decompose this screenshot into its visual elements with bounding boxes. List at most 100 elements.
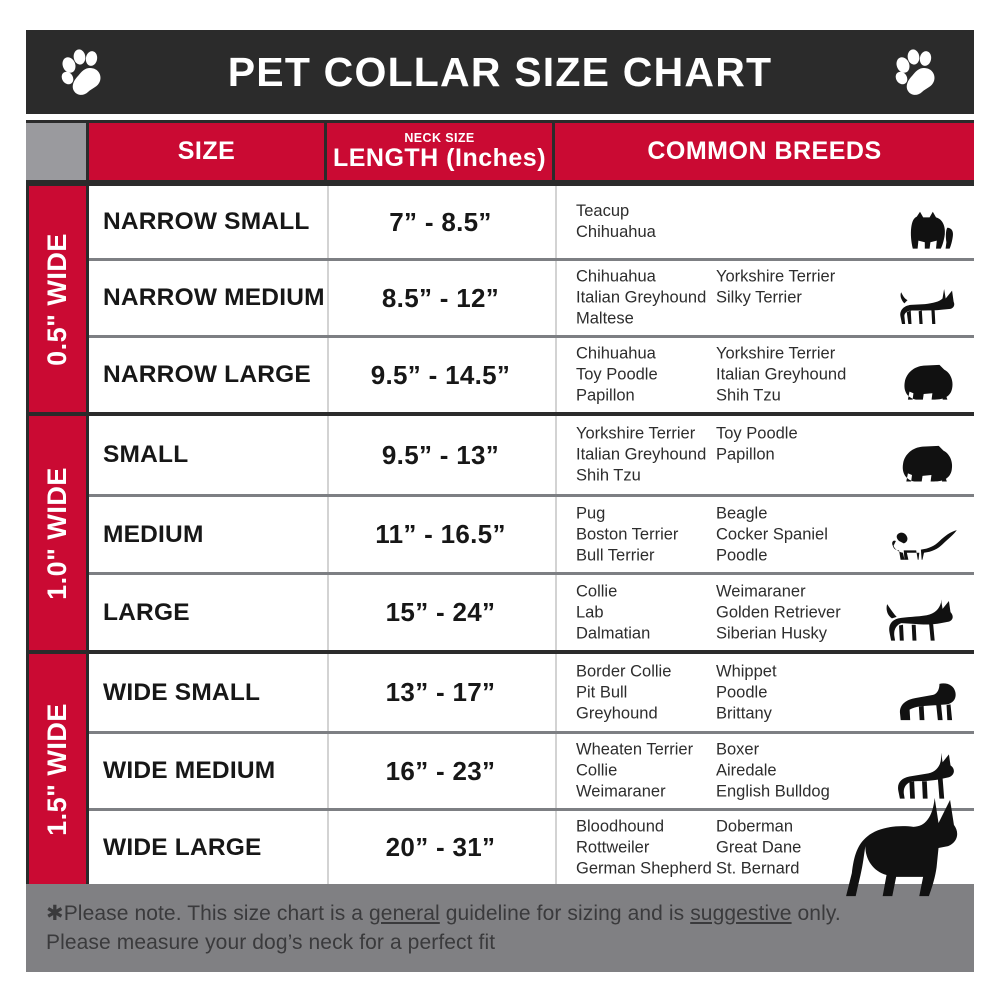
cell-size: WIDE MEDIUM (103, 757, 276, 784)
cell-length: 13” - 17” (327, 654, 552, 731)
breed-item: Yorkshire Terrier (716, 267, 836, 286)
breed-item: Airedale (716, 761, 777, 780)
group-standard: 1.0" WIDE SMALL 9.5” - 13” Yorkshire Ter… (26, 416, 974, 650)
table-row[interactable]: LARGE 15” - 24” Collie Lab Dalmatian Wei… (89, 572, 974, 650)
cell-length: 9.5” - 14.5” (327, 338, 552, 412)
breed-item: Bloodhound (576, 816, 665, 835)
header-label-size: SIZE (177, 137, 236, 166)
breed-item: Border Collie (576, 661, 672, 680)
breed-column-1: Wheaten Terrier Collie Weimaraner (576, 739, 716, 802)
cell-breeds: Yorkshire Terrier Italian Greyhound Shih… (555, 416, 974, 494)
cell-length: 16” - 23” (327, 734, 552, 808)
breed-column-1: Chihuahua Toy Poodle Papillon (576, 343, 716, 406)
breed-item: Bull Terrier (576, 546, 655, 565)
breed-column-2: Yorkshire Terrier Silky Terrier (716, 266, 835, 329)
header-cell-width (26, 123, 86, 180)
table-row[interactable]: NARROW LARGE 9.5” - 14.5” Chihuahua Toy … (89, 335, 974, 412)
cell-size: WIDE SMALL (103, 678, 261, 706)
cell-length: 9.5” - 13” (327, 416, 552, 494)
breed-item: Maltese (576, 309, 634, 328)
breed-item: Beagle (716, 503, 768, 522)
breed-item: Pit Bull (576, 682, 628, 701)
paw-print-icon (60, 48, 106, 96)
cell-breeds: Border Collie Pit Bull Greyhound Whippet… (555, 654, 974, 731)
breed-item: English Bulldog (716, 782, 830, 801)
footer-underline-general: general (369, 902, 440, 925)
breed-item: Whippet (716, 661, 777, 680)
footer-text-b: guideline for sizing and is (439, 902, 691, 925)
chart-header: PET COLLAR SIZE CHART (26, 30, 974, 114)
breed-column-1: Teacup Chihuahua (576, 201, 716, 243)
breed-item: Chihuahua (576, 344, 656, 363)
table-row[interactable]: NARROW SMALL 7” - 8.5” Teacup Chihuahua (89, 186, 974, 258)
breed-column-1: Chihuahua Italian Greyhound Maltese (576, 266, 716, 329)
breed-item: Cocker Spaniel (716, 524, 828, 543)
header-label-breeds: COMMON BREEDS (647, 137, 882, 166)
table-row[interactable]: WIDE MEDIUM 16” - 23” Wheaten Terrier Co… (89, 731, 974, 808)
breed-item: Great Dane (716, 837, 802, 856)
pomeranian-silhouette-icon (900, 360, 960, 406)
group-narrow: 0.5" WIDE NARROW SMALL 7” - 8.5” Teacup … (26, 186, 974, 412)
breed-column-1: Bloodhound Rottweiler German Shepherd (576, 816, 716, 879)
breed-item: German Shepherd (576, 859, 712, 878)
breed-item: Toy Poodle (576, 365, 658, 384)
yorkshire-terrier-silhouette-icon (904, 210, 960, 252)
breed-column-2: Doberman Great Dane St. Bernard (716, 816, 801, 879)
breed-item: Greyhound (576, 704, 658, 723)
table-row[interactable]: WIDE LARGE 20” - 31” Bloodhound Rottweil… (89, 808, 974, 884)
paw-print-icon (894, 48, 940, 96)
beagle-silhouette-icon (888, 527, 960, 566)
size-chart-table: SIZE NECK SIZE LENGTH (Inches) COMMON BR… (26, 120, 974, 884)
breed-item: Weimaraner (716, 581, 806, 600)
breed-item: Teacup (576, 201, 630, 220)
breed-column-2: Toy Poodle Papillon (716, 423, 798, 486)
breed-item: Chihuahua (576, 223, 656, 241)
cell-size: MEDIUM (103, 520, 204, 548)
breed-item: Poodle (716, 682, 768, 701)
doberman-silhouette-icon (838, 796, 962, 905)
breed-item: Italian Greyhound (576, 445, 707, 464)
breed-item: Lab (576, 602, 604, 621)
cell-breeds: Pug Boston Terrier Bull Terrier Beagle C… (555, 497, 974, 572)
cell-breeds: Teacup Chihuahua (555, 186, 974, 258)
group-width-label-standard: 1.0" WIDE (29, 416, 86, 650)
breed-item: Toy Poodle (716, 424, 798, 443)
header-cell-breeds: COMMON BREEDS (555, 123, 974, 180)
table-row[interactable]: NARROW MEDIUM 8.5” - 12” Chihuahua Itali… (89, 258, 974, 335)
cell-size: NARROW LARGE (103, 361, 311, 388)
breed-item: Yorkshire Terrier (576, 424, 696, 443)
breed-item: Collie (576, 581, 618, 600)
page-title: PET COLLAR SIZE CHART (227, 48, 773, 95)
breed-item: Papillon (716, 445, 775, 464)
header-label-neck-size: NECK SIZE (404, 130, 475, 145)
breed-item: Wheaten Terrier (576, 740, 694, 759)
cell-size: NARROW MEDIUM (103, 284, 325, 311)
footer-underline-suggestive: suggestive (690, 902, 792, 925)
table-row[interactable]: WIDE SMALL 13” - 17” Border Collie Pit B… (89, 654, 974, 731)
breed-item: Shih Tzu (716, 386, 781, 405)
header-cell-size: SIZE (89, 123, 324, 180)
cell-breeds: Bloodhound Rottweiler German Shepherd Do… (555, 811, 974, 884)
cell-length: 20” - 31” (327, 811, 552, 884)
cell-size: NARROW SMALL (103, 208, 310, 235)
table-header-row: SIZE NECK SIZE LENGTH (Inches) COMMON BR… (26, 120, 974, 183)
breed-item: Golden Retriever (716, 602, 841, 621)
footer-text-a: ✱Please note. This size chart is a (46, 902, 370, 925)
breed-column-2: Whippet Poodle Brittany (716, 661, 777, 724)
breed-item: Silky Terrier (716, 288, 802, 307)
breed-item: Italian Greyhound (716, 365, 847, 384)
breed-item: Doberman (716, 816, 794, 835)
footer-line-2: Please measure your dog’s neck for a per… (46, 930, 496, 954)
table-row[interactable]: SMALL 9.5” - 13” Yorkshire Terrier Itali… (89, 416, 974, 494)
group-rows-wide: WIDE SMALL 13” - 17” Border Collie Pit B… (89, 654, 974, 884)
breed-item: Yorkshire Terrier (716, 344, 836, 363)
breed-item: Siberian Husky (716, 624, 827, 643)
breed-item: Shih Tzu (576, 466, 641, 485)
breed-column-2: Boxer Airedale English Bulldog (716, 739, 830, 802)
breed-column-1: Pug Boston Terrier Bull Terrier (576, 503, 716, 566)
breed-item: St. Bernard (716, 859, 800, 878)
table-row[interactable]: MEDIUM 11” - 16.5” Pug Boston Terrier Bu… (89, 494, 974, 572)
breed-item: Papillon (576, 386, 635, 405)
group-width-label-narrow: 0.5" WIDE (29, 186, 86, 412)
